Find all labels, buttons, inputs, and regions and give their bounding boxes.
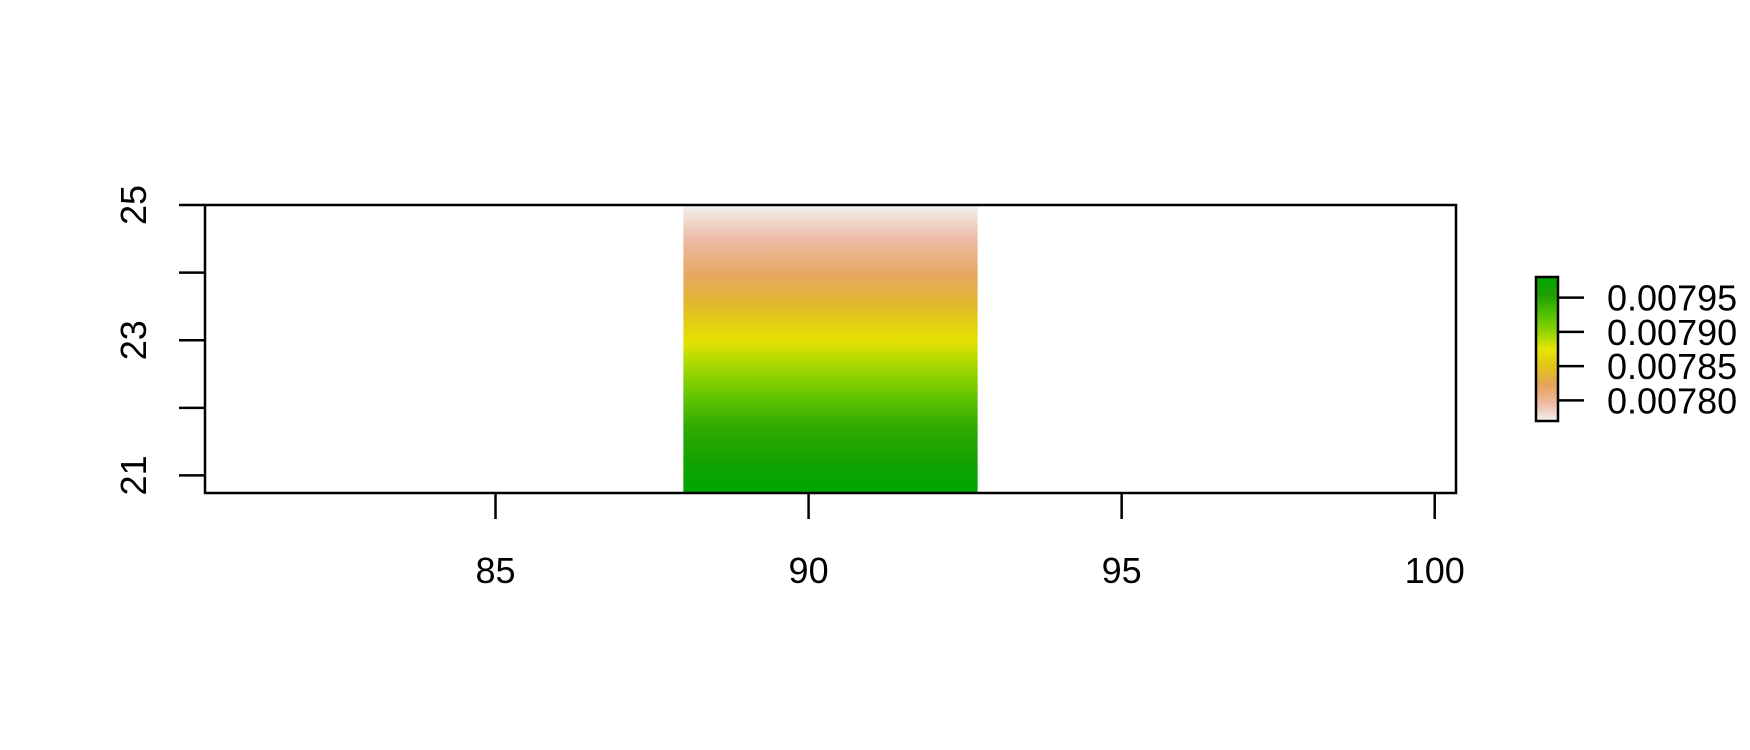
x-tick-label: 100 [1405, 550, 1465, 591]
y-tick-label: 21 [113, 455, 154, 495]
legend-tick-label: 0.00790 [1607, 312, 1737, 353]
legend-tick-label: 0.00785 [1607, 346, 1737, 387]
y-tick-label: 25 [113, 185, 154, 225]
legend-color-bar [1534, 275, 1560, 423]
raster-layer [683, 205, 978, 493]
y-tick-label: 23 [113, 320, 154, 360]
x-tick-label: 90 [789, 550, 829, 591]
y-axis: 21 23 25 [113, 185, 205, 495]
raster-cell [683, 205, 978, 493]
plot-border [203, 203, 1458, 495]
plot-frame [203, 203, 1458, 495]
x-tick-label: 95 [1102, 550, 1142, 591]
x-axis: 85 90 95 100 [475, 493, 1465, 591]
x-tick-label: 85 [475, 550, 515, 591]
legend-tick-label: 0.00795 [1607, 278, 1737, 319]
legend-tick-label: 0.00780 [1607, 380, 1737, 421]
